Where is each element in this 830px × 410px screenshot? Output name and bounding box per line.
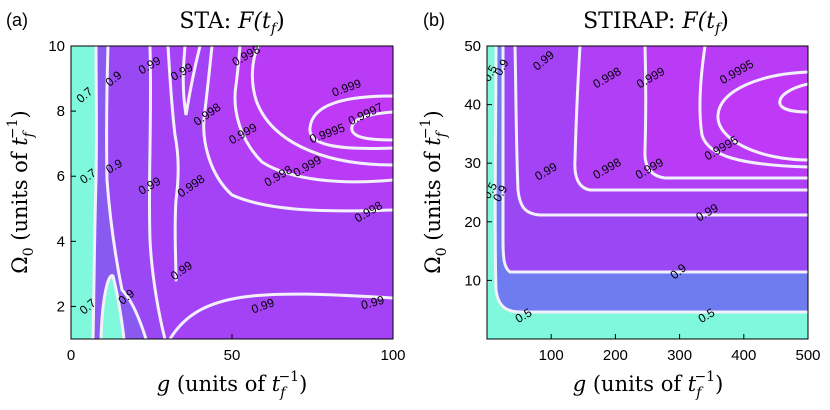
panel-b-xlabel: g (units of tf−1) — [573, 369, 724, 401]
panel-b-label: (b) — [423, 10, 445, 30]
contour-0-999-b-outer — [698, 46, 808, 169]
panel-a-ylabel: Ω0 (units of tf−1) — [5, 110, 37, 273]
contour-0-9-b — [501, 46, 808, 274]
contour-0-9997-a — [350, 110, 393, 142]
x-tick-label: 100 — [539, 347, 564, 364]
x-tick-label: 500 — [795, 347, 820, 364]
y-tick-label: 8 — [57, 103, 65, 120]
panel-a: (a) STA: F(tf) — [5, 9, 406, 401]
panel-a-label: (a) — [6, 10, 28, 30]
contour-0-9-a — [105, 46, 148, 339]
y-tick-label: 40 — [464, 97, 481, 114]
contour-0-5-b — [493, 46, 808, 314]
contour-0-9995-a — [308, 94, 393, 150]
contour-0-998-b — [573, 46, 808, 192]
x-tick-label: 100 — [380, 347, 405, 364]
contour-0-7-a — [91, 46, 98, 339]
panel-b-title: STIRAP: F(tf) — [583, 9, 729, 37]
contour-0-9995-b — [716, 70, 808, 162]
region-0-9995 — [309, 96, 393, 149]
contour-label: 0.99 — [360, 293, 386, 313]
contour-0-999-a-outer — [250, 46, 393, 167]
x-tick-label: 400 — [731, 347, 756, 364]
contour-0-9997-b — [778, 82, 808, 114]
panel-a-xlabel: g (units of tf−1) — [157, 369, 308, 401]
contour-lines-a — [91, 46, 393, 339]
panel-b-ticks: 100 200 300 400 500 10 20 30 40 50 — [464, 38, 820, 364]
panel-b-frame — [486, 45, 809, 340]
y-tick-label: 30 — [464, 155, 481, 172]
y-tick-label: 10 — [464, 272, 481, 289]
y-tick-label: 10 — [48, 38, 65, 55]
contour-0-99-b — [513, 46, 808, 217]
x-tick-label: 50 — [224, 347, 241, 364]
contour-0-999-b — [643, 46, 808, 180]
contour-0-998-a-spike — [181, 46, 202, 116]
panel-a-plot-area: 0.70.90.99 0.990.9980.9980.9990.9990.9995… — [71, 46, 393, 339]
region-0-99-right — [170, 294, 393, 339]
y-tick-label: 2 — [57, 298, 65, 315]
panel-a-ticks: 0 50 100 2 4 6 8 10 — [48, 38, 405, 364]
contour-0-99-a — [147, 46, 167, 339]
contour-lines-b — [493, 46, 808, 314]
x-tick-label: 200 — [603, 347, 628, 364]
contour-0-999-a — [233, 46, 393, 184]
x-tick-label: 300 — [667, 347, 692, 364]
contour-0-99-a-mid — [166, 46, 180, 282]
contour-0-998-a — [202, 46, 393, 213]
y-tick-label: 20 — [464, 214, 481, 231]
contour-0-99-a-lower — [168, 292, 393, 339]
x-tick-label: 0 — [67, 347, 75, 364]
y-tick-label: 50 — [464, 38, 481, 55]
contour-0-7-a-loop — [99, 274, 126, 339]
panel-b-ylabel: Ω0 (units of tf−1) — [418, 110, 450, 273]
panel-a-title: STA: F(tf) — [179, 9, 284, 37]
panel-b: (b) STIRAP: F(tf) 0.50.9 0.990.998 0.999 0.… — [418, 9, 821, 401]
y-tick-label: 4 — [57, 233, 65, 250]
y-tick-label: 6 — [57, 168, 65, 185]
